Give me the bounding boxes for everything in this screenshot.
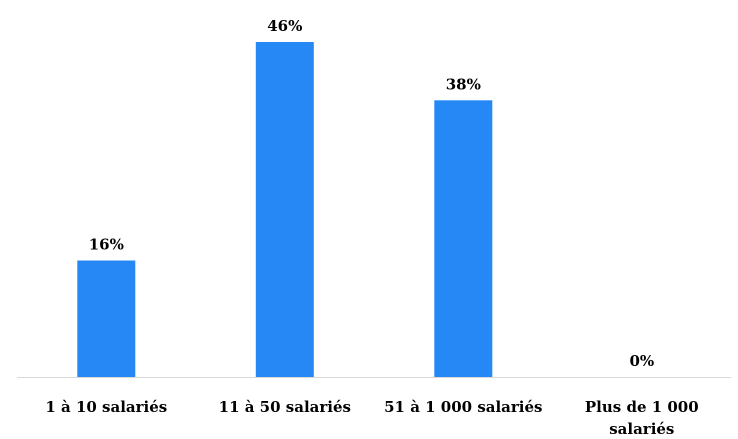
bar-3 (434, 100, 493, 378)
x-tick-label-4: Plus de 1 000 salariés (585, 398, 699, 438)
x-tick-label-2: 11 à 50 salariés (219, 398, 351, 416)
x-tick-label-3: 51 à 1 000 salariés (384, 398, 542, 416)
data-label-2: 46% (267, 17, 302, 35)
data-label-4: 0% (629, 352, 654, 370)
data-label-3: 38% (446, 75, 481, 93)
x-tick-label-1: 1 à 10 salariés (45, 398, 167, 416)
bar-1 (77, 260, 136, 377)
data-label-1: 16% (89, 236, 124, 254)
bar-2 (255, 42, 314, 377)
